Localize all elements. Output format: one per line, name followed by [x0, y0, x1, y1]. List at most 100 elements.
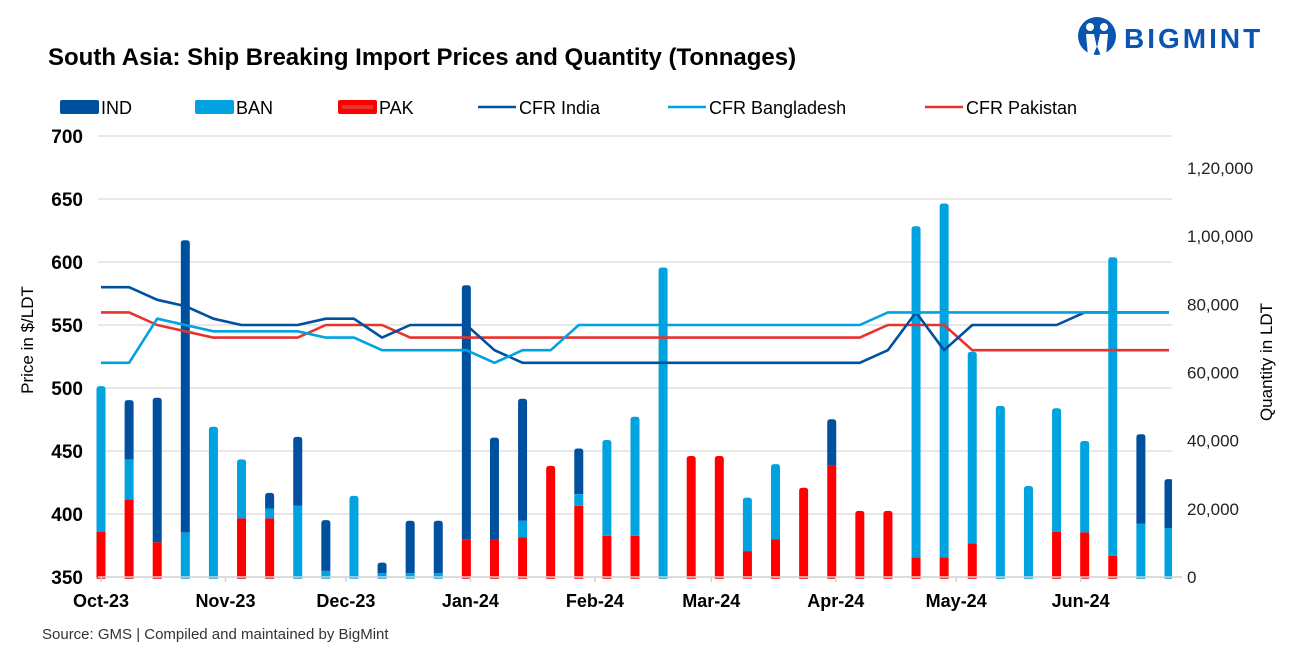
y-tick-label: 450 — [51, 442, 83, 463]
bar-ban — [939, 203, 949, 558]
bar-pak — [686, 456, 696, 577]
bar-pak — [827, 465, 837, 577]
legend-label-cfr-pakistan: CFR Pakistan — [966, 98, 1077, 118]
bars — [96, 203, 1172, 579]
bar-pak — [152, 542, 162, 577]
bar-ban — [349, 495, 359, 577]
bar-pak — [489, 539, 499, 577]
bar-pak — [771, 539, 781, 577]
bar-ind — [433, 520, 443, 574]
y-axis-label: Price in $/LDT — [18, 286, 37, 394]
y-tick-label: 700 — [51, 127, 83, 148]
x-tick-label: Nov-23 — [195, 591, 255, 611]
line-cfr-india — [101, 285, 1169, 365]
bar-ban — [433, 573, 443, 577]
bar-ind — [405, 520, 415, 574]
legend-swatch-inner — [342, 105, 373, 109]
bar-ban — [911, 226, 921, 558]
bar-ind — [180, 240, 190, 533]
bar-ban — [658, 267, 668, 577]
bar-ban — [237, 459, 247, 519]
bar-ind — [489, 437, 499, 540]
x-tick-label: Mar-24 — [682, 591, 740, 611]
line-cfr-bangladesh — [101, 311, 1169, 365]
bar-pak — [96, 532, 106, 577]
y2-tick-label: 1,20,000 — [1187, 159, 1253, 178]
bar-pak — [1080, 532, 1090, 577]
y2-tick-label: 0 — [1187, 568, 1196, 587]
chart-title: South Asia: Ship Breaking Import Prices … — [48, 44, 796, 71]
bar-ban — [518, 520, 528, 538]
bar-pak — [237, 518, 247, 577]
bigmint-logo: BIGMINT — [1078, 17, 1263, 56]
bar-ban — [771, 464, 781, 540]
y2-tick-label: 80,000 — [1187, 295, 1239, 314]
bar-ban — [1080, 441, 1090, 533]
bar-pak — [939, 557, 949, 577]
bar-group — [96, 203, 1172, 579]
x-tick-label: Jun-24 — [1052, 591, 1110, 611]
bar-pak — [714, 456, 724, 577]
legend-swatch-ban — [195, 100, 234, 114]
y-tick-label: 350 — [51, 568, 83, 589]
legend-label-cfr-india: CFR India — [519, 98, 601, 118]
bar-pak — [546, 465, 556, 577]
bar-pak — [1052, 531, 1062, 577]
x-tick-label: Feb-24 — [566, 591, 624, 611]
legend-swatch-ind — [60, 100, 99, 114]
bar-ban — [377, 573, 387, 577]
bar-pak — [855, 510, 865, 577]
bar-ban — [1136, 523, 1146, 577]
legend-label-ind: IND — [101, 98, 132, 118]
bar-ind — [321, 520, 331, 571]
bar-pak — [883, 510, 893, 577]
logo-text: BIGMINT — [1124, 23, 1263, 54]
bar-ban — [742, 497, 752, 552]
bar-pak — [518, 537, 528, 577]
bar-ind — [461, 285, 471, 540]
bar-pak — [124, 499, 134, 577]
legend-label-pak: PAK — [379, 98, 414, 118]
lines — [101, 285, 1169, 365]
x-tick-label: May-24 — [926, 591, 987, 611]
bar-ind — [574, 448, 584, 495]
bar-ind — [124, 400, 134, 460]
bar-ban — [405, 573, 415, 577]
bar-pak — [1108, 555, 1118, 577]
legend-label-cfr-bangladesh: CFR Bangladesh — [709, 98, 846, 118]
bar-pak — [799, 487, 809, 577]
bar-ind — [265, 492, 275, 509]
y2-tick-label: 1,00,000 — [1187, 227, 1253, 246]
bar-ban — [1052, 408, 1062, 532]
bar-ban — [96, 386, 106, 533]
bar-ind — [518, 398, 528, 521]
y-tick-label: 650 — [51, 190, 83, 211]
bar-pak — [630, 535, 640, 577]
bar-ban — [630, 416, 640, 536]
y-tick-label: 600 — [51, 253, 83, 274]
source-note: Source: GMS | Compiled and maintained by… — [42, 626, 389, 643]
y2-tick-label: 60,000 — [1187, 364, 1239, 383]
bar-ind — [293, 436, 303, 506]
legend: IND BAN PAK CFR India CFR Bangladesh CFR Paki… — [60, 98, 1077, 118]
y-tick-label: 400 — [51, 505, 83, 526]
y-tick-label: 500 — [51, 379, 83, 400]
bar-ban — [995, 405, 1005, 577]
bar-pak — [461, 539, 471, 577]
y-tick-label: 550 — [51, 316, 83, 337]
bar-ind — [1136, 434, 1146, 524]
bar-pak — [602, 535, 612, 577]
bar-ban — [293, 505, 303, 577]
bar-ban — [602, 439, 612, 536]
bar-pak — [742, 551, 752, 577]
x-tick-label: Dec-23 — [316, 591, 375, 611]
y2-axis-label: Quantity in LDT — [1257, 303, 1276, 421]
bar-ban — [1108, 257, 1118, 556]
bar-ban — [574, 494, 584, 506]
bar-pak — [265, 518, 275, 577]
axes: 350 400 450 500 550 600 650 700 0 20,000 40,000 60,… — [51, 127, 1253, 611]
bar-ban — [124, 459, 134, 500]
bar-ind — [152, 397, 162, 543]
x-tick-label: Apr-24 — [807, 591, 864, 611]
